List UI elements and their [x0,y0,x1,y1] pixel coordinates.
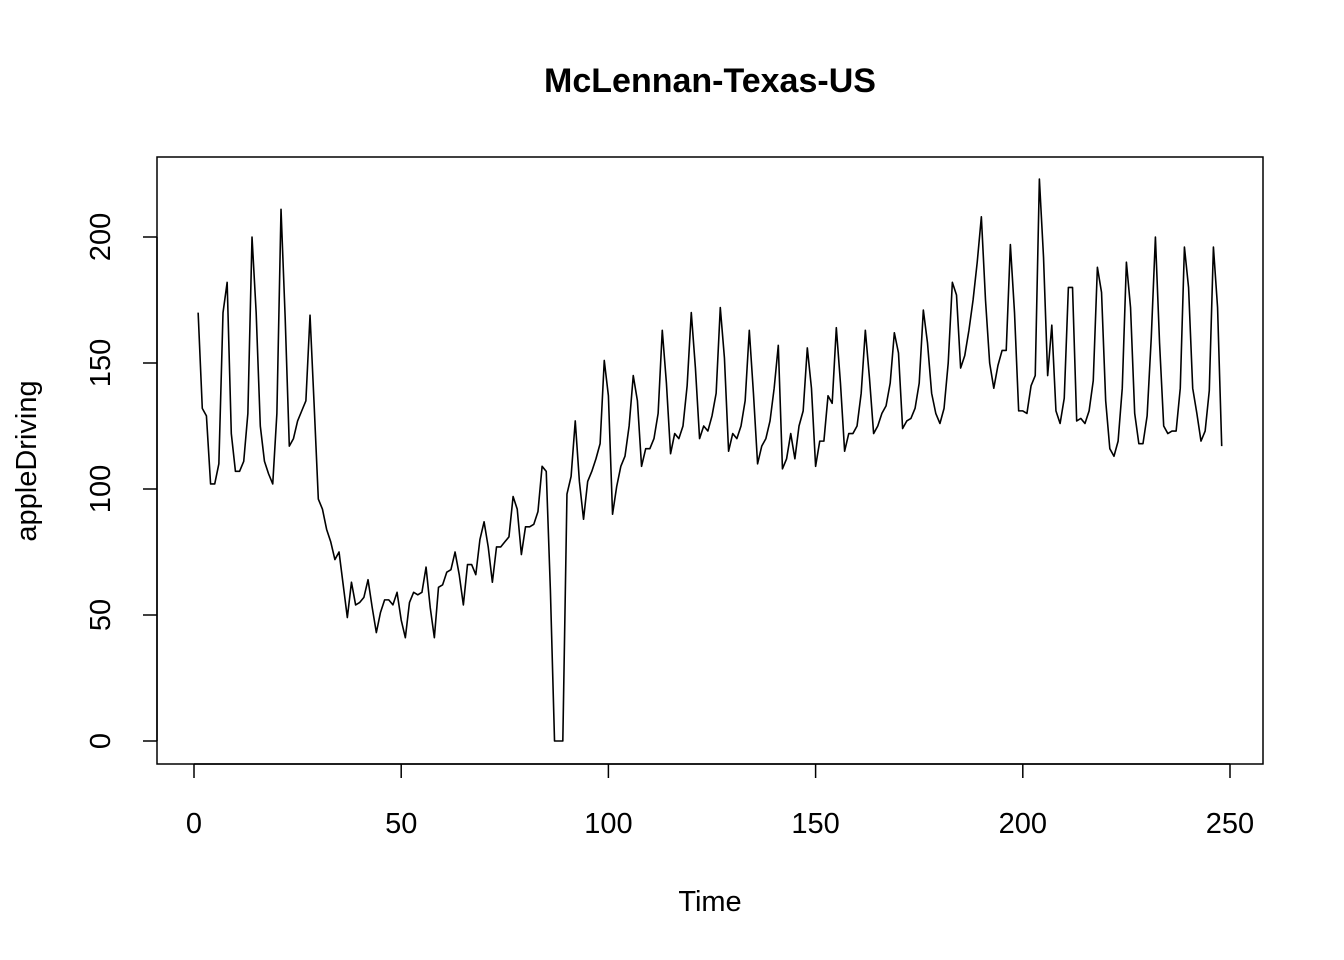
y-tick-label: 50 [85,599,117,631]
plot-area-frame [156,156,1264,765]
series-line [197,178,1223,742]
x-axis-label: Time [678,886,741,918]
x-tick-label: 0 [186,808,202,840]
x-tick-label: 250 [1206,808,1254,840]
x-tick-label: 150 [791,808,839,840]
x-axis: 0 50 100 150 200 250 [186,763,1254,840]
y-axis-label: appleDriving [11,380,43,541]
y-tick-label: 150 [85,339,117,387]
chart-title: McLennan-Texas-US [544,62,876,100]
y-axis: 0 50 100 150 200 [85,213,158,749]
y-tick-label: 200 [85,213,117,261]
y-tick-label: 100 [85,465,117,513]
y-tick-label: 0 [85,733,117,749]
x-tick-label: 50 [385,808,417,840]
x-tick-label: 100 [584,808,632,840]
x-tick-label: 200 [999,808,1047,840]
